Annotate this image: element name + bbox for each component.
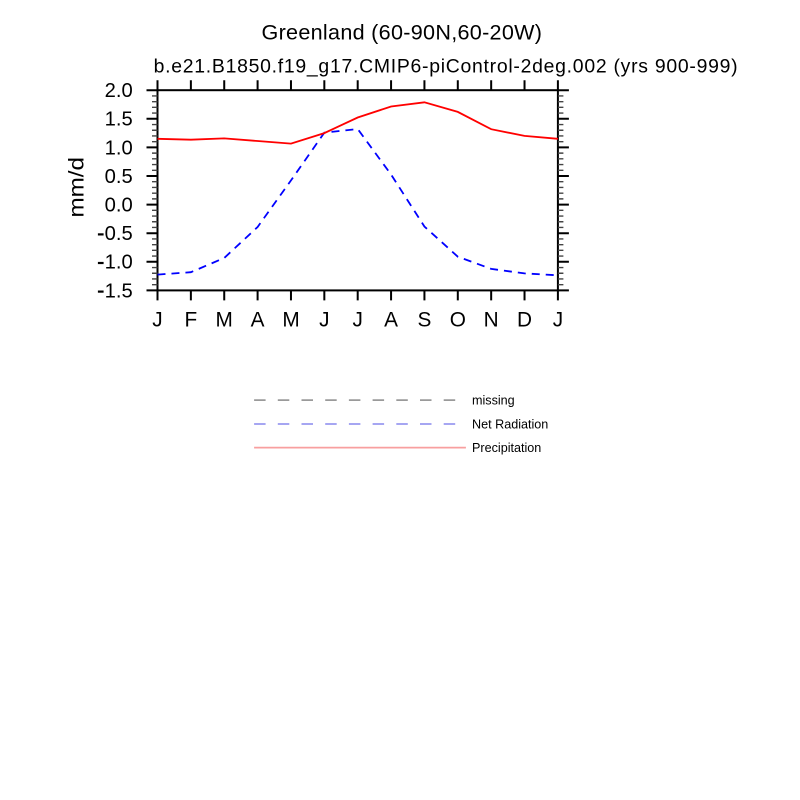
svg-text:O: O [450, 308, 466, 331]
svg-text:Greenland (60-90N,60-20W): Greenland (60-90N,60-20W) [262, 19, 543, 44]
svg-text:mm/d: mm/d [66, 157, 89, 218]
svg-text:J: J [152, 308, 162, 331]
svg-text:D: D [517, 308, 532, 331]
svg-text:A: A [384, 308, 398, 331]
svg-text:J: J [352, 308, 362, 331]
svg-text:1.0: 1.0 [105, 252, 133, 274]
svg-text:b.e21.B1850.f19_g17.CMIP6-piCo: b.e21.B1850.f19_g17.CMIP6-piControl-2deg… [154, 56, 738, 78]
svg-text:Precipitation: Precipitation [472, 441, 541, 455]
svg-text:2.0: 2.0 [105, 80, 133, 102]
svg-text:0.5: 0.5 [105, 223, 133, 245]
svg-text:N: N [484, 308, 499, 331]
svg-text:J: J [319, 308, 329, 331]
svg-text:1.0: 1.0 [105, 137, 133, 159]
svg-text:A: A [251, 308, 265, 331]
svg-text:M: M [216, 308, 233, 331]
svg-text:0.5: 0.5 [105, 166, 133, 188]
svg-text:Net Radiation: Net Radiation [472, 418, 548, 432]
svg-text:S: S [417, 308, 431, 331]
svg-text:1.5: 1.5 [105, 280, 133, 302]
svg-text:1.5: 1.5 [105, 109, 133, 131]
svg-text:missing: missing [472, 394, 515, 408]
svg-text:M: M [282, 308, 299, 331]
svg-text:J: J [553, 308, 563, 331]
svg-text:F: F [185, 308, 198, 331]
svg-text:0.0: 0.0 [105, 195, 133, 217]
